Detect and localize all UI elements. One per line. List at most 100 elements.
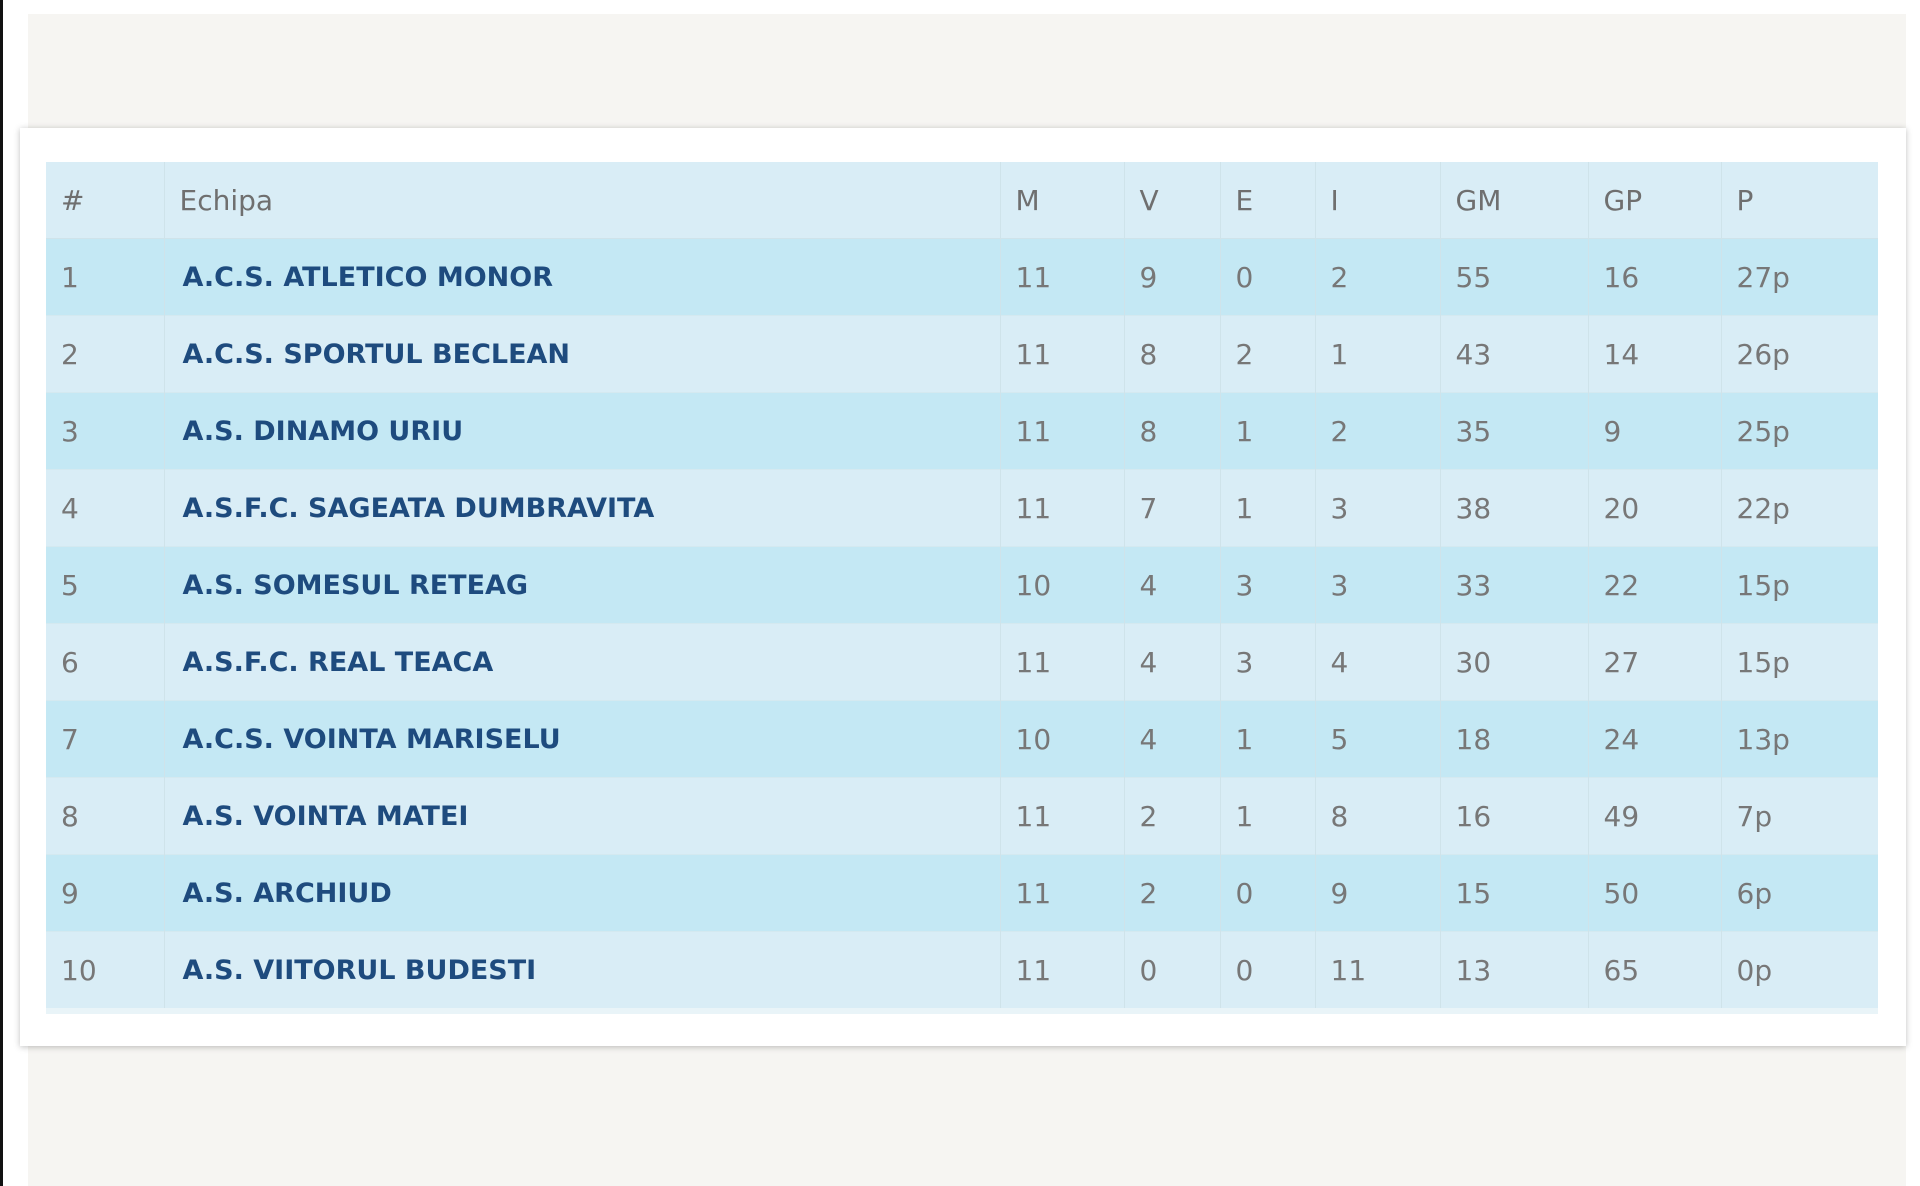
cell-team: A.C.S. SPORTUL BECLEAN xyxy=(163,315,1000,393)
cell-matches: 11 xyxy=(999,315,1124,393)
cell-losses: 11 xyxy=(1314,931,1440,1008)
team-link[interactable]: A.S.F.C. REAL TEACA xyxy=(182,646,494,678)
cell-wins: 7 xyxy=(1123,469,1220,547)
cell-position: 3 xyxy=(46,392,164,470)
cell-draws: 0 xyxy=(1219,854,1315,932)
cell-team: A.S. VOINTA MATEI xyxy=(163,777,1000,855)
cell-points: 25p xyxy=(1720,392,1878,470)
column-header-matches[interactable]: M xyxy=(999,162,1124,239)
cell-position: 5 xyxy=(46,546,164,624)
cell-points: 7p xyxy=(1720,777,1878,855)
cell-position: 1 xyxy=(46,238,164,316)
cell-position: 2 xyxy=(46,315,164,393)
cell-team: A.C.S. VOINTA MARISELU xyxy=(163,700,1000,778)
cell-points: 15p xyxy=(1720,623,1878,701)
cell-position: 8 xyxy=(46,777,164,855)
team-link[interactable]: A.S. VIITORUL BUDESTI xyxy=(182,954,537,986)
column-header-team[interactable]: Echipa xyxy=(163,162,1000,239)
cell-goals-conceded: 27 xyxy=(1587,623,1721,701)
cell-losses: 2 xyxy=(1314,392,1440,470)
column-header-goals-scored[interactable]: GM xyxy=(1439,162,1588,239)
cell-goals-scored: 15 xyxy=(1439,854,1588,932)
cell-goals-scored: 35 xyxy=(1439,392,1588,470)
team-link[interactable]: A.C.S. ATLETICO MONOR xyxy=(182,261,554,293)
cell-matches: 11 xyxy=(999,392,1124,470)
cell-position: 4 xyxy=(46,469,164,547)
table-row: 1 A.C.S. ATLETICO MONOR 11 9 0 2 55 16 2… xyxy=(46,238,1878,316)
cell-losses: 5 xyxy=(1314,700,1440,778)
cell-wins: 8 xyxy=(1123,392,1220,470)
cell-goals-conceded: 14 xyxy=(1587,315,1721,393)
cell-position: 9 xyxy=(46,854,164,932)
cell-points: 15p xyxy=(1720,546,1878,624)
cell-wins: 9 xyxy=(1123,238,1220,316)
cell-position: 6 xyxy=(46,623,164,701)
team-link[interactable]: A.S. DINAMO URIU xyxy=(182,415,464,447)
cell-losses: 4 xyxy=(1314,623,1440,701)
team-link[interactable]: A.S. VOINTA MATEI xyxy=(182,800,469,832)
table-row: 5 A.S. SOMESUL RETEAG 10 4 3 3 33 22 15p xyxy=(46,546,1878,624)
cell-team: A.S. SOMESUL RETEAG xyxy=(163,546,1000,624)
column-header-wins[interactable]: V xyxy=(1123,162,1220,239)
cell-draws: 2 xyxy=(1219,315,1315,393)
cell-losses: 1 xyxy=(1314,315,1440,393)
cell-wins: 4 xyxy=(1123,546,1220,624)
table-header-row: # Echipa M V E I GM GP P xyxy=(46,162,1878,239)
cell-matches: 11 xyxy=(999,623,1124,701)
cell-points: 13p xyxy=(1720,700,1878,778)
cell-draws: 0 xyxy=(1219,931,1315,1008)
cell-losses: 2 xyxy=(1314,238,1440,316)
cell-wins: 4 xyxy=(1123,700,1220,778)
cell-losses: 3 xyxy=(1314,546,1440,624)
cell-goals-conceded: 16 xyxy=(1587,238,1721,316)
cell-losses: 8 xyxy=(1314,777,1440,855)
cell-wins: 2 xyxy=(1123,854,1220,932)
cell-goals-conceded: 50 xyxy=(1587,854,1721,932)
cell-wins: 0 xyxy=(1123,931,1220,1008)
cell-goals-scored: 18 xyxy=(1439,700,1588,778)
cell-goals-scored: 55 xyxy=(1439,238,1588,316)
table-row: 8 A.S. VOINTA MATEI 11 2 1 8 16 49 7p xyxy=(46,777,1878,855)
cell-goals-conceded: 65 xyxy=(1587,931,1721,1008)
cell-points: 0p xyxy=(1720,931,1878,1008)
cell-position: 10 xyxy=(46,931,164,1008)
cell-points: 27p xyxy=(1720,238,1878,316)
standings-table-wrapper: # Echipa M V E I GM GP P 1 A.C.S. ATLETI… xyxy=(46,162,1878,1014)
cell-goals-scored: 43 xyxy=(1439,315,1588,393)
team-link[interactable]: A.S.F.C. SAGEATA DUMBRAVITA xyxy=(182,492,655,524)
table-row: 3 A.S. DINAMO URIU 11 8 1 2 35 9 25p xyxy=(46,392,1878,470)
cell-draws: 3 xyxy=(1219,546,1315,624)
cell-wins: 8 xyxy=(1123,315,1220,393)
cell-matches: 11 xyxy=(999,238,1124,316)
column-header-draws[interactable]: E xyxy=(1219,162,1315,239)
team-link[interactable]: A.S. ARCHIUD xyxy=(182,877,392,909)
table-row: 4 A.S.F.C. SAGEATA DUMBRAVITA 11 7 1 3 3… xyxy=(46,469,1878,547)
cell-goals-scored: 30 xyxy=(1439,623,1588,701)
team-link[interactable]: A.C.S. SPORTUL BECLEAN xyxy=(182,338,571,370)
team-link[interactable]: A.C.S. VOINTA MARISELU xyxy=(182,723,561,755)
table-bottom-border xyxy=(46,1008,1878,1014)
cell-draws: 1 xyxy=(1219,469,1315,547)
cell-wins: 4 xyxy=(1123,623,1220,701)
cell-wins: 2 xyxy=(1123,777,1220,855)
cell-team: A.C.S. ATLETICO MONOR xyxy=(163,238,1000,316)
column-header-goals-conceded[interactable]: GP xyxy=(1587,162,1721,239)
cell-points: 22p xyxy=(1720,469,1878,547)
cell-losses: 9 xyxy=(1314,854,1440,932)
cell-goals-scored: 13 xyxy=(1439,931,1588,1008)
cell-goals-scored: 38 xyxy=(1439,469,1588,547)
window-left-edge xyxy=(0,0,3,1186)
cell-points: 6p xyxy=(1720,854,1878,932)
column-header-position[interactable]: # xyxy=(46,162,164,239)
cell-team: A.S. DINAMO URIU xyxy=(163,392,1000,470)
standings-card: # Echipa M V E I GM GP P 1 A.C.S. ATLETI… xyxy=(20,128,1906,1046)
column-header-points[interactable]: P xyxy=(1720,162,1878,239)
cell-team: A.S. VIITORUL BUDESTI xyxy=(163,931,1000,1008)
cell-position: 7 xyxy=(46,700,164,778)
cell-matches: 11 xyxy=(999,469,1124,547)
team-link[interactable]: A.S. SOMESUL RETEAG xyxy=(182,569,529,601)
table-row: 7 A.C.S. VOINTA MARISELU 10 4 1 5 18 24 … xyxy=(46,700,1878,778)
cell-matches: 10 xyxy=(999,700,1124,778)
column-header-losses[interactable]: I xyxy=(1314,162,1440,239)
cell-matches: 11 xyxy=(999,931,1124,1008)
